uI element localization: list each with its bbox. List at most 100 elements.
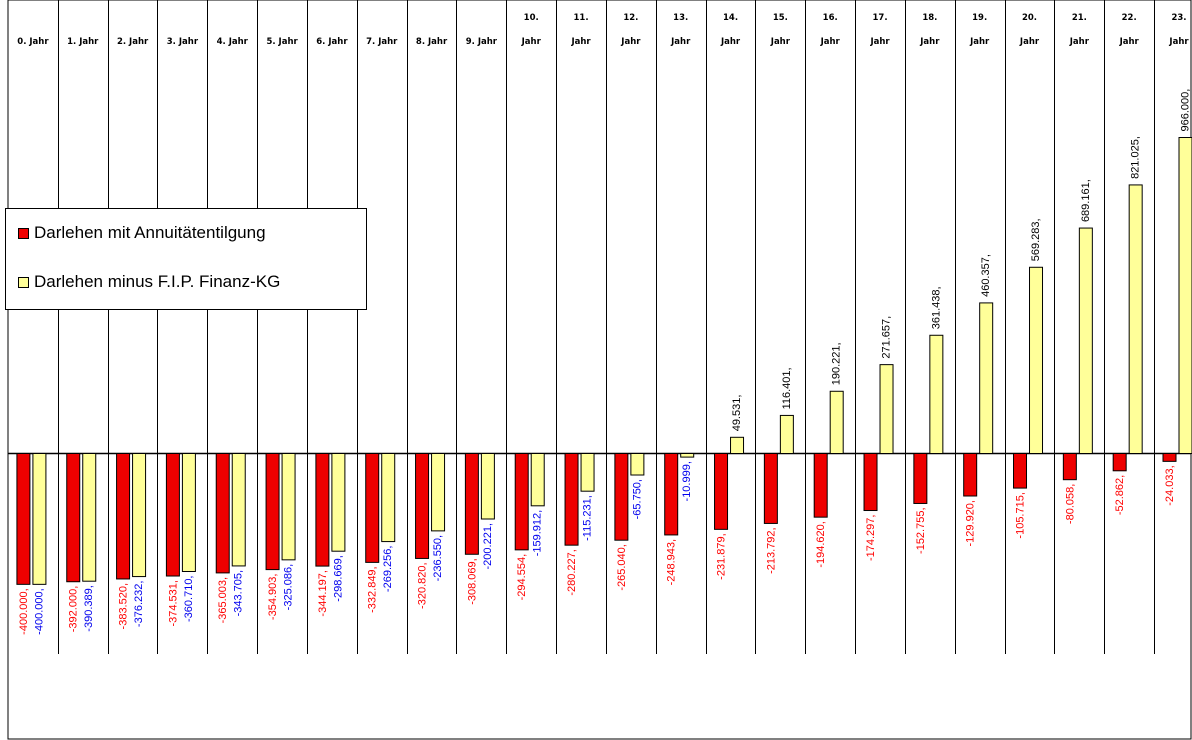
bar-s1-17 bbox=[863, 453, 878, 512]
legend-item-series-2: Darlehen minus F.I.P. Finanz-KG bbox=[18, 272, 280, 292]
category-label-21: Jahr bbox=[1069, 37, 1090, 47]
data-label-s2-12: -65.750, bbox=[631, 479, 643, 519]
bar-s1-0 bbox=[16, 453, 31, 585]
legend-label-series-2: Darlehen minus F.I.P. Finanz-KG bbox=[34, 272, 281, 291]
category-label-13: Jahr bbox=[670, 37, 691, 47]
data-label-s1-23: -24.033, bbox=[1164, 465, 1176, 505]
category-label-17-line-1: 17. bbox=[872, 13, 887, 23]
category-label-16: Jahr bbox=[820, 37, 841, 47]
bar-s1-23 bbox=[1162, 453, 1177, 462]
bar-s2-2 bbox=[132, 453, 147, 578]
bar-s2-5 bbox=[281, 453, 296, 561]
category-label-3: 3. Jahr bbox=[167, 37, 199, 47]
category-label-21-line-1: 21. bbox=[1072, 13, 1087, 23]
bar-s1-18 bbox=[913, 453, 928, 504]
bar-s2-18 bbox=[929, 334, 944, 454]
data-label-s1-17: -174.297, bbox=[865, 515, 877, 561]
data-label-s1-4: -365.003, bbox=[217, 577, 229, 623]
legend-swatch-yellow bbox=[18, 276, 29, 288]
category-label-6: 6. Jahr bbox=[316, 37, 348, 47]
bar-s1-8 bbox=[415, 453, 430, 559]
bar-s2-13 bbox=[680, 453, 695, 458]
category-label-18-line-1: 18. bbox=[922, 13, 937, 23]
data-label-s1-1: -392.000, bbox=[68, 586, 80, 632]
category-label-16-line-1: 16. bbox=[823, 13, 838, 23]
bar-s1-19 bbox=[963, 453, 978, 497]
category-label-0: 0. Jahr bbox=[17, 37, 49, 47]
bar-s2-11 bbox=[580, 453, 595, 492]
category-label-19-line-1: 19. bbox=[972, 13, 987, 23]
data-label-s2-14: 49.531, bbox=[731, 395, 743, 432]
category-label-20: Jahr bbox=[1019, 37, 1040, 47]
bar-s2-9 bbox=[480, 453, 495, 520]
data-label-s2-23: 966.000, bbox=[1180, 89, 1192, 132]
bar-s2-3 bbox=[181, 453, 196, 572]
bar-s2-8 bbox=[431, 453, 446, 532]
category-label-10-line-1: 10. bbox=[524, 13, 539, 23]
data-label-s1-14: -231.879, bbox=[716, 533, 728, 579]
category-label-20-line-1: 20. bbox=[1022, 13, 1037, 23]
data-label-s1-19: -129.920, bbox=[965, 500, 977, 546]
data-label-s2-1: -390.389, bbox=[83, 585, 95, 631]
bar-s1-12 bbox=[614, 453, 629, 541]
bar-s2-4 bbox=[231, 453, 246, 567]
data-labels: -400.000, -400.000, -392.000, -390.389, -383… bbox=[18, 89, 1192, 635]
data-label-s2-15: 116.401, bbox=[781, 367, 793, 409]
data-label-s2-7: -269.256, bbox=[382, 546, 394, 592]
bar-s2-0 bbox=[32, 453, 47, 585]
category-label-11-line-1: 11. bbox=[574, 13, 589, 23]
category-label-19: Jahr bbox=[969, 37, 990, 47]
bar-s1-11 bbox=[564, 453, 579, 546]
category-label-1: 1. Jahr bbox=[67, 37, 99, 47]
bar-s1-3 bbox=[165, 453, 180, 577]
data-label-s1-13: -248.943, bbox=[666, 539, 678, 585]
category-label-2: 2. Jahr bbox=[117, 37, 149, 47]
bar-s1-4 bbox=[215, 453, 230, 574]
bars bbox=[16, 137, 1192, 585]
bar-s1-20 bbox=[1013, 453, 1028, 489]
bar-s2-10 bbox=[530, 453, 545, 507]
category-label-17: Jahr bbox=[869, 37, 890, 47]
legend: Darlehen mit Annuitätentilgung Darlehen … bbox=[5, 208, 367, 310]
category-label-9: 9. Jahr bbox=[466, 37, 498, 47]
bar-s2-14 bbox=[730, 436, 745, 454]
category-label-14: Jahr bbox=[720, 37, 741, 47]
bar-s2-16 bbox=[829, 390, 844, 455]
category-label-23: Jahr bbox=[1168, 37, 1189, 47]
data-label-s2-8: -236.550, bbox=[432, 535, 444, 581]
data-label-s2-18: 361.438, bbox=[930, 286, 942, 329]
category-label-8: 8. Jahr bbox=[416, 37, 448, 47]
bar-s1-2 bbox=[116, 453, 131, 580]
plot-frame bbox=[7, 0, 1192, 740]
data-label-s2-13: -10.999, bbox=[681, 461, 693, 501]
data-label-s1-15: -213.792, bbox=[765, 527, 777, 573]
bar-s1-9 bbox=[464, 453, 479, 555]
bar-s1-21 bbox=[1062, 453, 1077, 481]
bar-s1-10 bbox=[514, 453, 529, 551]
category-label-18: Jahr bbox=[919, 37, 940, 47]
data-label-s1-22: -52.862, bbox=[1114, 475, 1126, 515]
data-label-s1-2: -383.520, bbox=[118, 583, 130, 629]
category-label-15-line-1: 15. bbox=[773, 13, 788, 23]
bar-s2-6 bbox=[331, 453, 346, 552]
bar-s1-14 bbox=[714, 453, 729, 530]
legend-label-series-1: Darlehen mit Annuitätentilgung bbox=[34, 223, 266, 242]
data-label-s2-4: -343.705, bbox=[233, 570, 245, 616]
category-label-10: Jahr bbox=[521, 37, 542, 47]
bar-s1-16 bbox=[813, 453, 828, 518]
data-label-s1-3: -374.531, bbox=[167, 580, 179, 626]
bar-s2-15 bbox=[779, 414, 794, 455]
data-label-s2-2: -376.232, bbox=[133, 581, 145, 627]
bar-s2-21 bbox=[1078, 227, 1093, 454]
category-label-23-line-1: 23. bbox=[1171, 13, 1186, 23]
data-label-s1-8: -320.820, bbox=[417, 562, 429, 608]
data-label-s2-16: 190.221, bbox=[831, 342, 843, 385]
bar-s1-15 bbox=[763, 453, 778, 524]
data-label-s1-20: -105.715, bbox=[1015, 492, 1027, 538]
data-label-s1-0: -400.000, bbox=[18, 588, 30, 634]
bar-s2-23 bbox=[1178, 137, 1192, 454]
data-label-s1-6: -344.197, bbox=[317, 570, 329, 616]
data-label-s2-21: 689.161, bbox=[1080, 179, 1092, 222]
category-label-22: Jahr bbox=[1119, 37, 1140, 47]
